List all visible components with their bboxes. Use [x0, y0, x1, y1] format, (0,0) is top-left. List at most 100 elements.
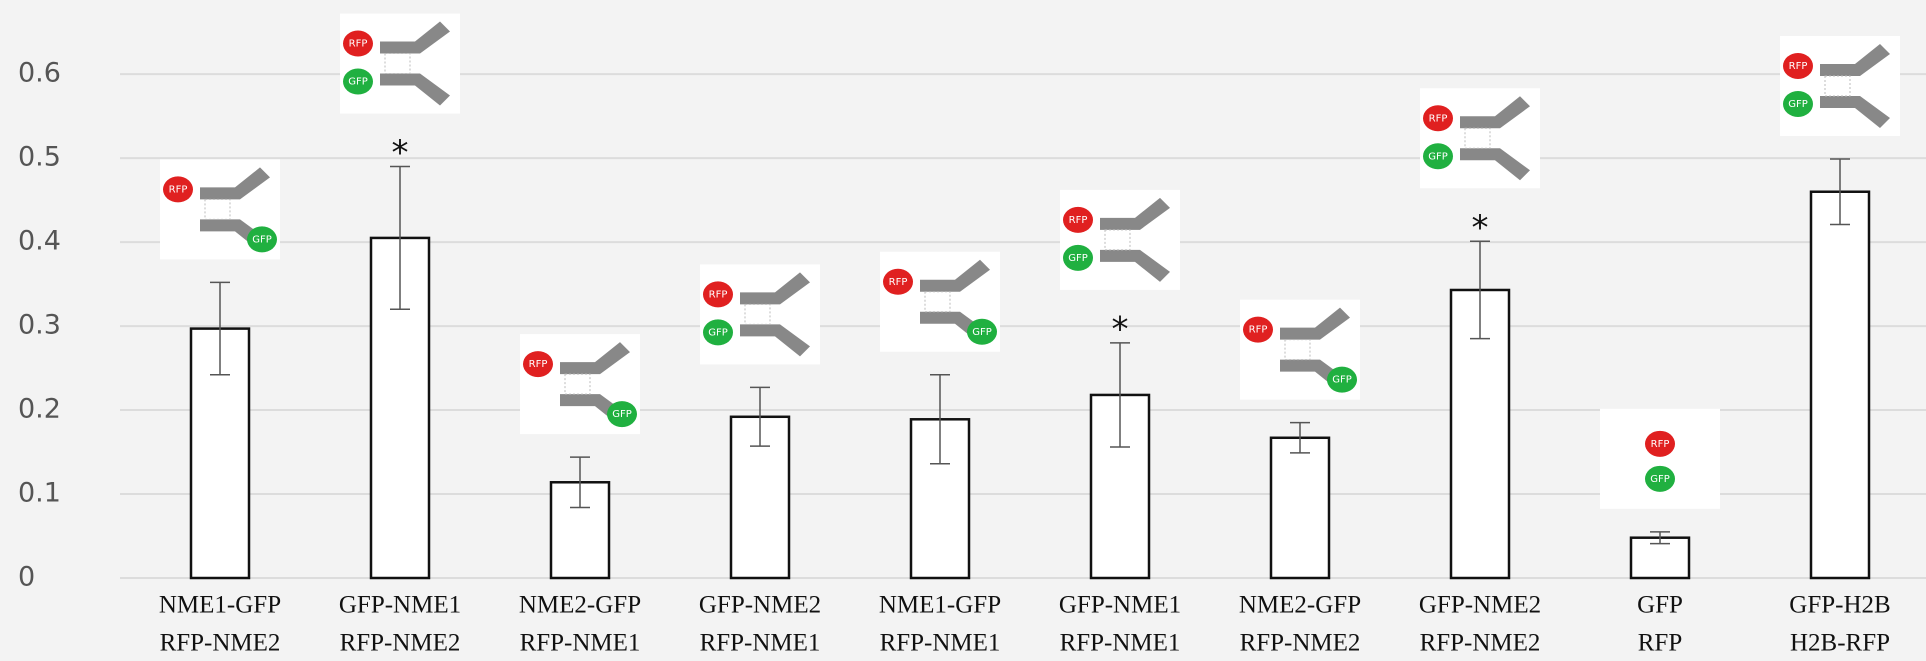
x-tick-label: RFP-NME2 [1420, 630, 1541, 657]
gfp [1327, 366, 1357, 393]
dimer-interface [1824, 75, 1851, 97]
error-bar [1650, 531, 1670, 545]
x-tick-label: RFP-NME1 [520, 630, 641, 657]
error-bar [930, 374, 950, 465]
x-tick-label: RFP [1638, 630, 1682, 657]
protein-arm [560, 342, 630, 375]
dimer-interface [564, 373, 591, 395]
icon-label: GFP [1788, 99, 1808, 110]
rfp [1783, 52, 1813, 79]
y-tick-label: 0 [18, 562, 35, 593]
x-tick-label: NME2-GFP [519, 592, 641, 619]
x-tick-label: GFP-NME1 [339, 592, 461, 619]
x-tick-label: RFP-NME2 [340, 630, 461, 657]
x-tick-label: RFP-NME2 [160, 630, 281, 657]
dimer-interface [204, 198, 231, 220]
x-tick-label: RFP-NME1 [1060, 630, 1181, 657]
construct-icon: RFP GFP [340, 13, 460, 114]
y-tick-label: 0.3 [18, 310, 61, 341]
protein-arm [920, 259, 990, 292]
significance-mark: * [1472, 208, 1489, 248]
protein-arm [1820, 43, 1890, 76]
gfp [1783, 90, 1813, 117]
gfp [247, 226, 277, 253]
rfp [1423, 105, 1453, 132]
protein-arm [1460, 96, 1530, 129]
gfp [1423, 143, 1453, 170]
icon-label: GFP [1428, 151, 1448, 162]
icon-label: RFP [1249, 325, 1268, 336]
gfp [343, 68, 373, 95]
x-tick-label: GFP [1637, 592, 1683, 619]
x-tick-label: NME1-GFP [879, 592, 1001, 619]
x-tick-label: GFP-H2B [1789, 592, 1890, 619]
y-tick-label: 0.2 [18, 394, 61, 425]
construct-icon: RFP GFP [1240, 299, 1360, 400]
icon-label: RFP [169, 184, 188, 195]
protein-arm [380, 73, 450, 106]
icon-label: GFP [1650, 474, 1670, 485]
y-tick-label: 0.6 [18, 58, 61, 89]
dimer-interface [744, 303, 771, 325]
significance-mark: * [392, 133, 409, 173]
icon-label: GFP [348, 77, 368, 88]
icon-label: RFP [1069, 215, 1088, 226]
rfp [883, 268, 913, 295]
gfp [703, 319, 733, 346]
protein-arm [1100, 197, 1170, 230]
error-bar [1830, 158, 1850, 226]
construct-icon: RFP GFP [1780, 35, 1900, 136]
gfp [1645, 465, 1675, 492]
icon-label: GFP [708, 327, 728, 338]
x-tick-label: NME2-GFP [1239, 592, 1361, 619]
icon-label: GFP [972, 327, 992, 338]
protein-arm [380, 21, 450, 54]
rfp [1243, 316, 1273, 343]
gfp [1063, 244, 1093, 271]
protein-arm [1100, 249, 1170, 282]
x-tick-label: GFP-NME2 [699, 592, 821, 619]
construct-icon: RFP GFP [1060, 189, 1180, 290]
bar [1809, 190, 1871, 580]
error-bar [1470, 240, 1490, 340]
construct-icon: RFP GFP [1600, 408, 1720, 509]
x-tick-label: GFP-NME2 [1419, 592, 1541, 619]
dimer-interface [1104, 229, 1131, 251]
rfp [163, 176, 193, 203]
gfp [607, 401, 637, 428]
rfp [1063, 206, 1093, 233]
dimer-interface [384, 53, 411, 75]
icon-label: RFP [1789, 61, 1808, 72]
icon-label: RFP [1651, 439, 1670, 450]
error-bar [210, 281, 230, 376]
icon-label: RFP [1429, 113, 1448, 124]
construct-icon: RFP GFP [880, 251, 1000, 352]
rfp [343, 30, 373, 57]
protein-arm [200, 167, 270, 200]
significance-mark: * [1112, 309, 1129, 349]
icon-label: GFP [612, 409, 632, 420]
construct-icon: RFP GFP [700, 264, 820, 365]
x-tick-label: GFP-NME1 [1059, 592, 1181, 619]
x-tick-label: RFP-NME2 [1240, 630, 1361, 657]
construct-icon: RFP GFP [520, 334, 640, 435]
icon-label: RFP [349, 39, 368, 50]
protein-arm [740, 324, 810, 357]
rfp [703, 281, 733, 308]
rfp [1645, 430, 1675, 457]
bar [1269, 436, 1331, 580]
rfp [523, 351, 553, 378]
dimer-interface [1464, 127, 1491, 149]
error-bar [570, 456, 590, 509]
icon-label: GFP [1332, 375, 1352, 386]
y-tick-label: 0.4 [18, 226, 61, 257]
dimer-interface [1284, 339, 1311, 361]
error-bar [750, 386, 770, 447]
x-tick-label: H2B-RFP [1790, 630, 1890, 657]
icon-label: RFP [709, 289, 728, 300]
error-bar [390, 165, 410, 311]
icon-label: GFP [1068, 253, 1088, 264]
x-tick-label: RFP-NME1 [880, 630, 1001, 657]
gfp [967, 318, 997, 345]
